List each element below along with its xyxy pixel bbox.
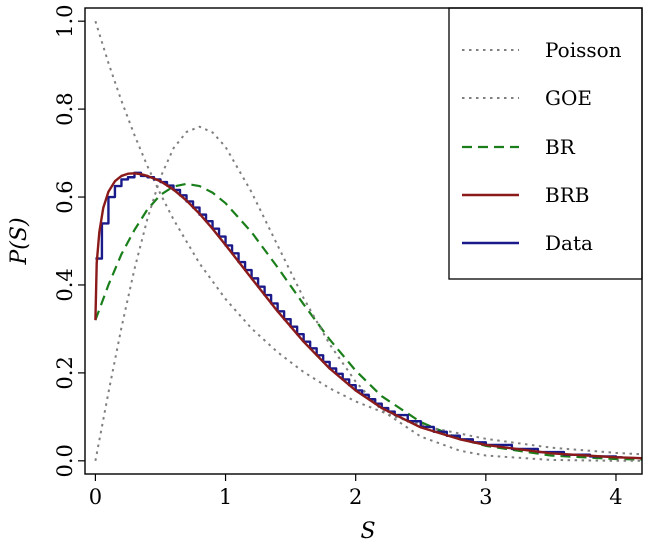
x-tick-label: 1 bbox=[219, 485, 232, 509]
legend-label-poisson: Poisson bbox=[545, 38, 622, 62]
legend-label-goe: GOE bbox=[545, 86, 592, 110]
legend-label-data: Data bbox=[545, 231, 593, 255]
y-tick-label: 0.6 bbox=[53, 180, 77, 213]
y-tick-label: 1.0 bbox=[53, 4, 77, 37]
axes-layer: 0 1 2 3 4 0.0 0.2 0.4 0.6 0.8 1.0 bbox=[53, 4, 623, 509]
legend: Poisson GOE BR BRB Data bbox=[448, 7, 643, 280]
x-tick-label: 3 bbox=[479, 485, 492, 509]
y-axis-title: P(S) bbox=[7, 217, 32, 265]
x-tick-label: 0 bbox=[89, 485, 102, 509]
x-tick-label: 2 bbox=[349, 485, 362, 509]
y-tick-label: 0.8 bbox=[53, 92, 77, 125]
series-line-brb bbox=[94, 172, 642, 460]
y-tick-label: 0.2 bbox=[53, 356, 77, 389]
y-tick-label: 0.0 bbox=[53, 444, 77, 477]
y-tick-label: 0.4 bbox=[53, 268, 77, 301]
x-axis-title: S bbox=[360, 519, 375, 544]
series-line-poisson bbox=[94, 20, 642, 456]
legend-label-brb: BRB bbox=[545, 183, 589, 207]
x-tick-label: 4 bbox=[609, 485, 622, 509]
plot-frame bbox=[84, 7, 643, 475]
legend-label-br: BR bbox=[545, 135, 576, 159]
series-layer bbox=[94, 20, 642, 462]
